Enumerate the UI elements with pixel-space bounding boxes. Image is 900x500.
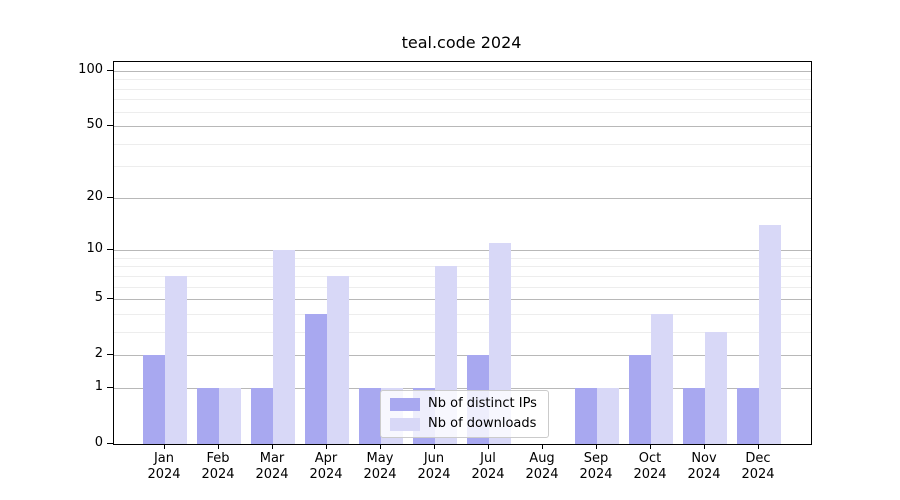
x-tick-label: Aug 2024 <box>525 451 559 482</box>
y-tick-label: 50 <box>86 117 103 133</box>
x-tick-mark <box>542 444 543 449</box>
legend-item-downloads: Nb of downloads <box>390 417 539 431</box>
minor-gridline <box>114 266 811 268</box>
bar-distinct-ips-nov <box>683 387 705 444</box>
y-tick-mark <box>107 196 113 198</box>
x-tick-label: May 2024 <box>363 451 397 482</box>
x-tick-label: Mar 2024 <box>255 451 289 482</box>
x-tick-mark <box>326 444 327 449</box>
minor-gridline <box>114 313 811 315</box>
bar-downloads-feb <box>219 387 241 444</box>
x-tick-mark <box>758 444 759 449</box>
x-tick-label: Sep 2024 <box>579 451 613 482</box>
x-tick-label: Jun 2024 <box>417 451 451 482</box>
x-tick-label: Jul 2024 <box>471 451 505 482</box>
major-gridline <box>114 299 811 301</box>
bar-downloads-jan <box>165 275 187 444</box>
minor-gridline <box>114 111 811 113</box>
minor-gridline <box>114 143 811 145</box>
minor-gridline <box>114 88 811 90</box>
x-tick-label: Jan 2024 <box>147 451 181 482</box>
x-tick-label: Apr 2024 <box>309 451 343 482</box>
legend-item-distinct-ips: Nb of distinct IPs <box>390 397 539 411</box>
x-tick-mark <box>650 444 651 449</box>
legend: Nb of distinct IPs Nb of downloads <box>380 390 549 438</box>
minor-gridline <box>114 257 811 259</box>
bar-distinct-ips-feb <box>197 387 219 444</box>
minor-gridline <box>114 79 811 81</box>
bar-downloads-mar <box>273 250 295 444</box>
y-tick-label: 20 <box>86 188 103 204</box>
x-tick-mark <box>434 444 435 449</box>
plot-area: Nb of distinct IPs Nb of downloads <box>113 61 812 445</box>
y-tick-label: 0 <box>94 435 103 450</box>
x-tick-label: Dec 2024 <box>741 451 775 482</box>
y-tick-mark <box>107 298 113 300</box>
x-tick-label: Nov 2024 <box>687 451 721 482</box>
bar-distinct-ips-oct <box>629 355 651 444</box>
x-tick-mark <box>380 444 381 449</box>
bar-downloads-sep <box>597 387 619 444</box>
bar-distinct-ips-mar <box>251 387 273 444</box>
major-gridline <box>114 355 811 357</box>
x-tick-mark <box>596 444 597 449</box>
legend-label-distinct-ips: Nb of distinct IPs <box>428 396 537 411</box>
y-tick-label: 10 <box>86 241 103 257</box>
bar-distinct-ips-may <box>359 387 381 444</box>
legend-swatch-distinct-ips <box>390 397 420 411</box>
minor-gridline <box>114 275 811 277</box>
legend-label-downloads: Nb of downloads <box>428 416 537 431</box>
legend-swatch-downloads <box>390 417 420 431</box>
bar-distinct-ips-dec <box>737 387 759 444</box>
bar-distinct-ips-sep <box>575 387 597 444</box>
x-tick-mark <box>164 444 165 449</box>
bar-distinct-ips-jan <box>143 355 165 444</box>
x-tick-mark <box>704 444 705 449</box>
major-gridline <box>114 250 811 252</box>
x-tick-mark <box>488 444 489 449</box>
y-tick-mark <box>107 386 113 388</box>
y-tick-mark <box>107 443 113 444</box>
major-gridline <box>114 197 811 199</box>
major-gridline <box>114 71 811 72</box>
y-tick-mark <box>107 249 113 251</box>
y-tick-mark <box>107 125 113 127</box>
y-tick-mark <box>107 70 113 71</box>
y-tick-label: 1 <box>94 378 103 394</box>
bar-downloads-oct <box>651 313 673 444</box>
bar-downloads-nov <box>705 331 727 444</box>
bar-downloads-dec <box>759 225 781 444</box>
minor-gridline <box>114 99 811 101</box>
minor-gridline <box>114 286 811 288</box>
bar-downloads-apr <box>327 275 349 444</box>
chart-title: teal.code 2024 <box>401 33 522 52</box>
minor-gridline <box>114 166 811 168</box>
y-tick-mark <box>107 354 113 356</box>
bar-distinct-ips-apr <box>305 313 327 444</box>
x-tick-mark <box>218 444 219 449</box>
x-tick-label: Feb 2024 <box>201 451 235 482</box>
y-tick-label: 2 <box>94 346 103 362</box>
x-tick-label: Oct 2024 <box>633 451 667 482</box>
y-tick-label: 100 <box>78 62 103 77</box>
major-gridline <box>114 387 811 389</box>
y-tick-label: 5 <box>94 290 103 306</box>
major-gridline <box>114 126 811 128</box>
x-tick-mark <box>272 444 273 449</box>
minor-gridline <box>114 331 811 333</box>
